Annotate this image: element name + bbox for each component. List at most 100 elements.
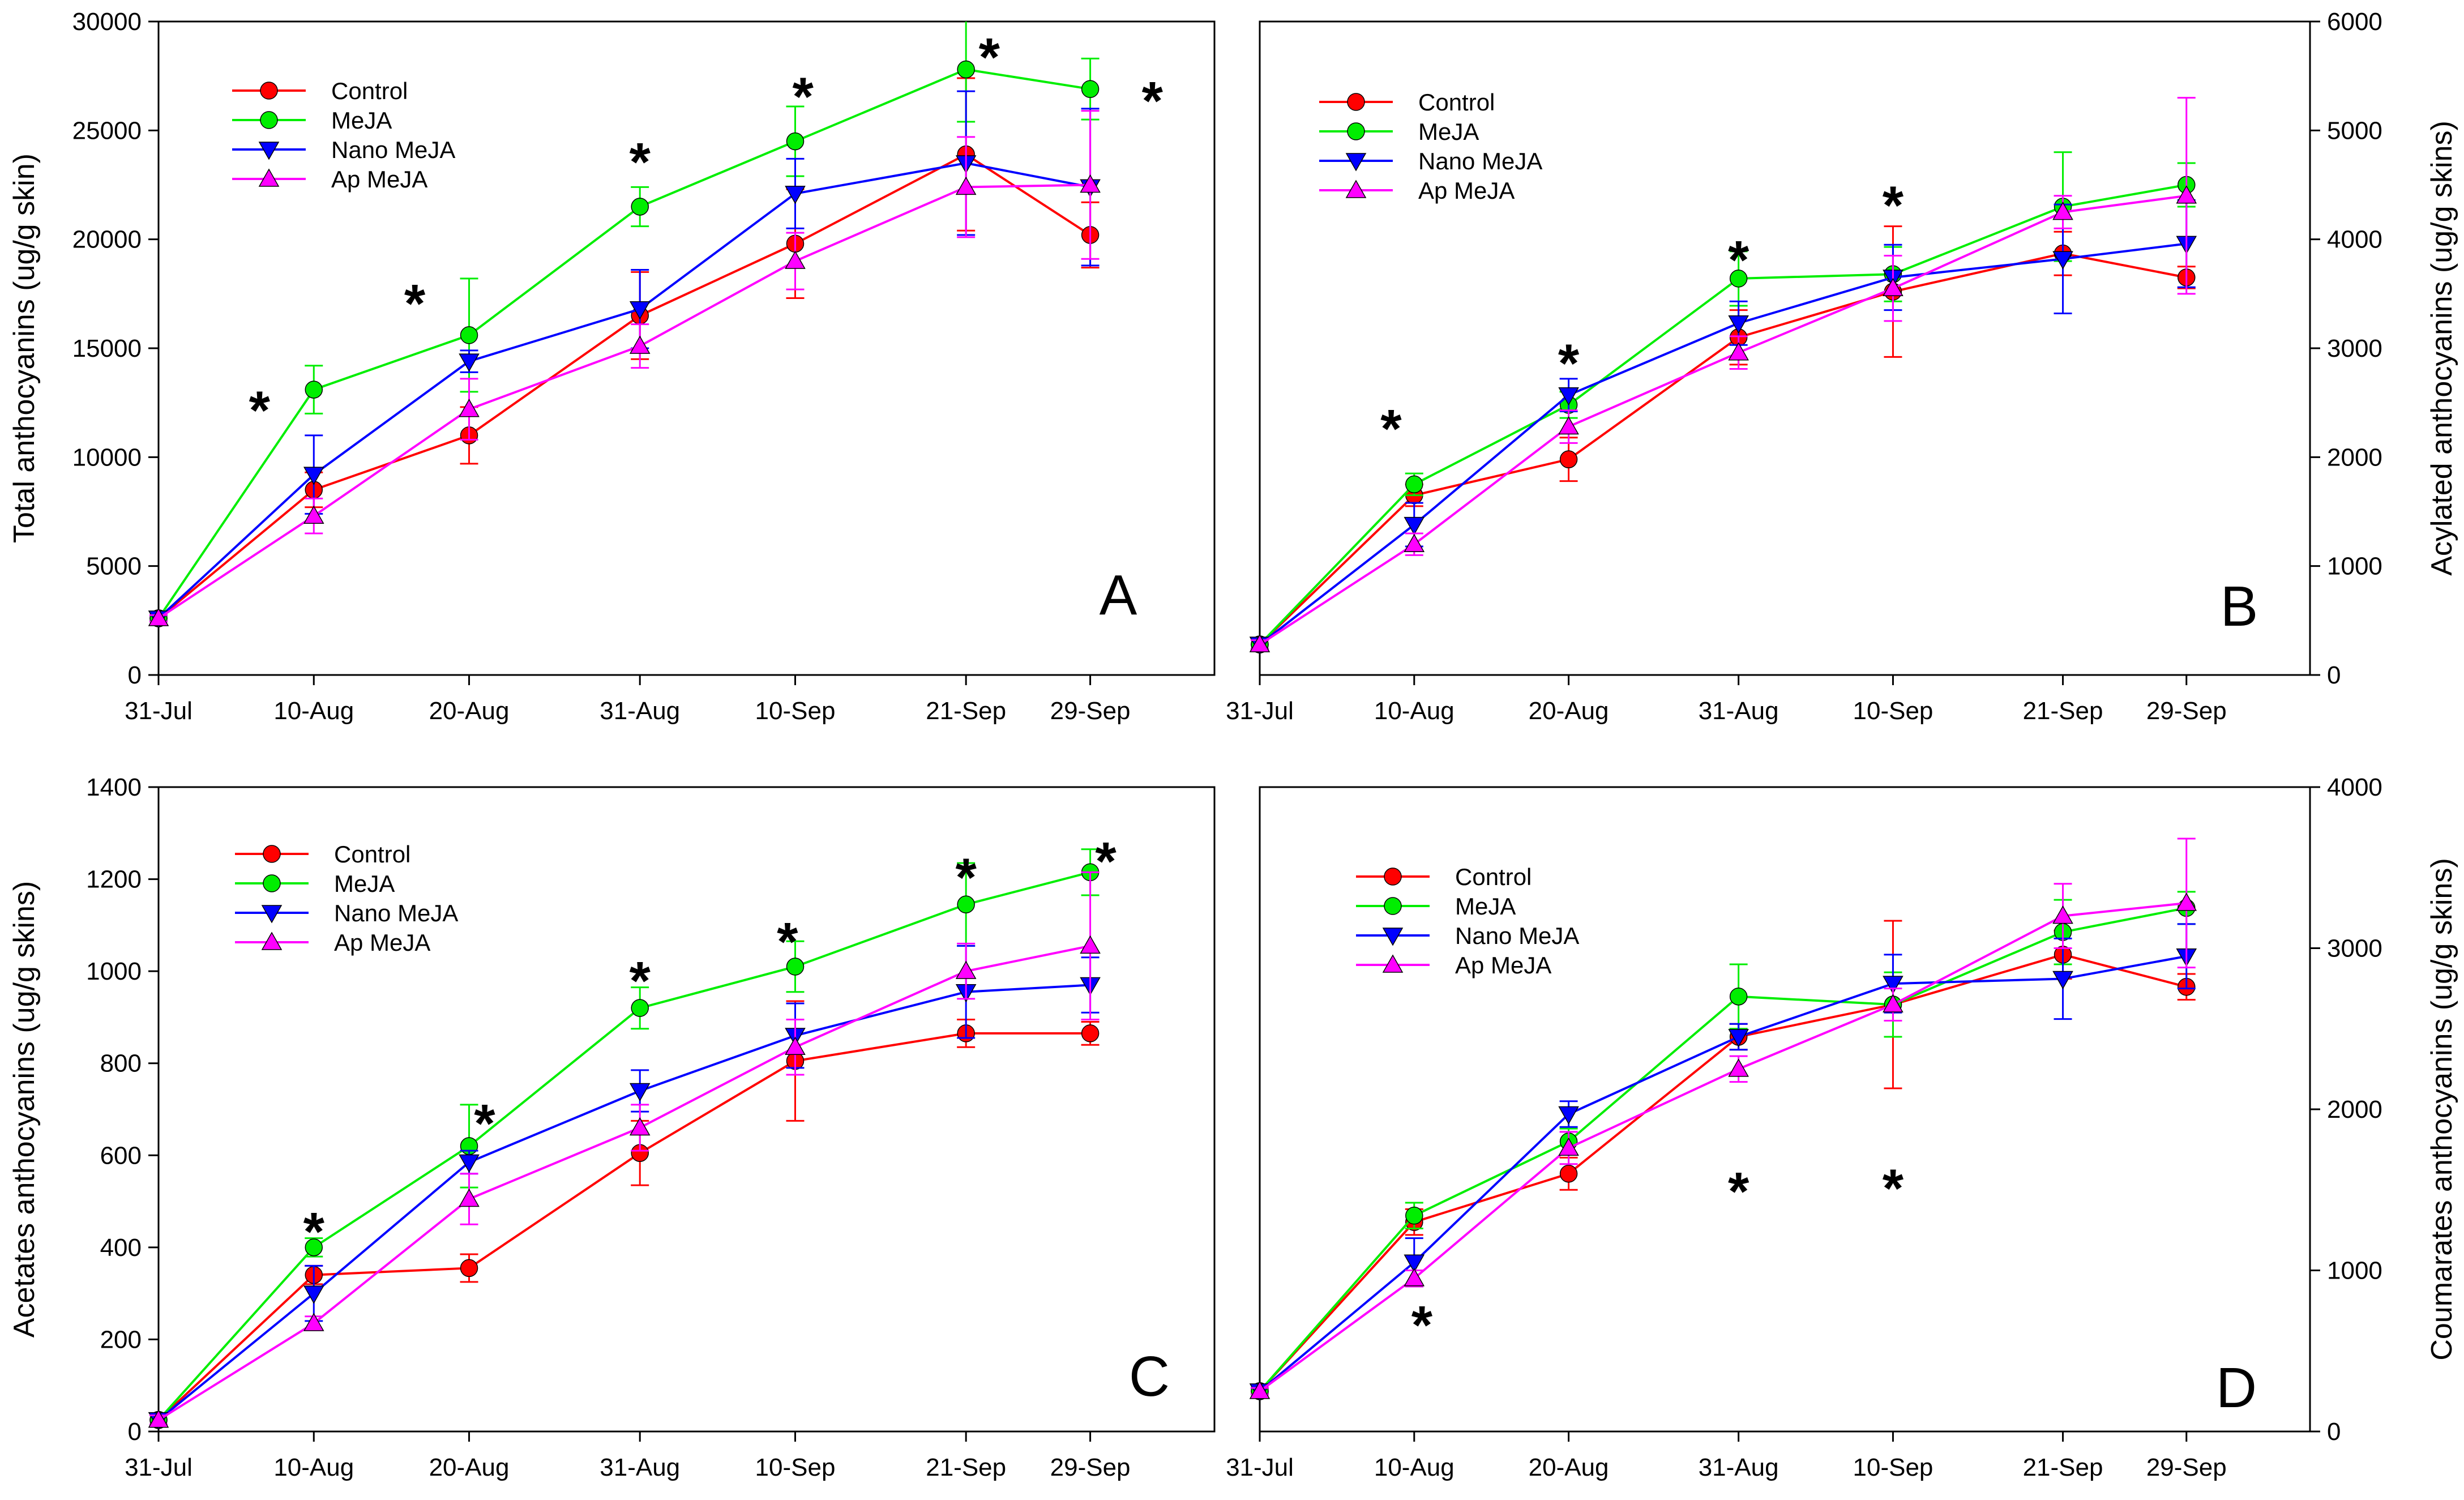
panel-a-legend-label: Ap MeJA xyxy=(331,166,427,193)
panel-b-ytick-label: 0 xyxy=(2327,661,2341,689)
panel-b-legend-marker xyxy=(1345,180,1367,198)
panel-c-data-point xyxy=(303,1313,324,1331)
panel-a-significance-star: * xyxy=(249,380,271,441)
panel-b-significance-star: * xyxy=(1728,230,1749,290)
panel-c-significance-star: * xyxy=(777,912,798,972)
panel-b-data-point xyxy=(1559,450,1578,468)
panel-c-legend-label: Nano MeJA xyxy=(334,900,458,926)
panel-a-significance-star: * xyxy=(404,273,426,334)
panel-c-data-point xyxy=(955,960,977,979)
panel-c-legend-marker xyxy=(261,905,283,924)
panel-a-legend-label: Nano MeJA xyxy=(331,136,455,163)
panel-b-legend-marker xyxy=(1345,153,1367,172)
panel-d-significance-star: * xyxy=(1883,1158,1904,1219)
panel-c-ytick-label: 200 xyxy=(100,1326,142,1353)
panel-a-series-line xyxy=(157,183,1090,619)
panel-c-data-point xyxy=(305,1238,323,1257)
panel-a-data-point xyxy=(785,250,806,269)
panel-d-series-line xyxy=(1259,907,2187,1392)
panel-a-significance-star: * xyxy=(793,66,814,127)
panel-b-letter: B xyxy=(2221,575,2258,638)
panel-c-series-line xyxy=(157,984,1090,1421)
panel-a-significance-star: * xyxy=(979,27,1000,88)
panel-c-significance-star: * xyxy=(955,847,977,908)
panel-d-significance-star: * xyxy=(1728,1161,1749,1222)
panel-d-data-point xyxy=(1729,988,1748,1006)
panel-a-xtick-label: 10-Sep xyxy=(755,697,836,725)
panel-a-series-line xyxy=(157,153,1091,619)
panel-a-legend-marker xyxy=(258,142,280,160)
panel-b-legend-label: Nano MeJA xyxy=(1418,148,1542,174)
panel-d-data-point xyxy=(1883,994,1903,1012)
panel-c-frame xyxy=(157,786,1216,1433)
panel-d-xtick-label: 20-Aug xyxy=(1529,1454,1609,1481)
panel-a-data-point xyxy=(305,381,323,399)
panel-a-legend-label: Control xyxy=(331,78,408,104)
panel-d-data-point xyxy=(1405,1207,1423,1225)
panel-d-letter: D xyxy=(2216,1356,2257,1420)
panel-b-data-point xyxy=(1249,634,1270,652)
panel-c-data-point xyxy=(1080,935,1101,954)
panel-a-data-point xyxy=(1081,80,1100,98)
panel-b-xtick-label: 10-Aug xyxy=(1374,697,1455,725)
panel-b-legend-marker xyxy=(1347,122,1365,140)
panel-d-data-point xyxy=(2052,971,2073,990)
panel-a-data-point xyxy=(460,326,478,344)
panel-d-ytick-label: 2000 xyxy=(2327,1096,2382,1123)
panel-c-xtick-label: 21-Sep xyxy=(926,1454,1006,1481)
panel-b-significance-star: * xyxy=(1380,399,1402,459)
panel-a-data-point xyxy=(459,399,480,417)
panel-d-data-point xyxy=(2176,892,2197,911)
panel-a-xtick-label: 29-Sep xyxy=(1050,697,1131,725)
panel-a-xtick-label: 31-Aug xyxy=(600,697,680,725)
panel-a-letter: A xyxy=(1100,563,1137,627)
panel-c-data-point xyxy=(629,1083,651,1102)
panel-a-significance-star: * xyxy=(1142,71,1163,131)
panel-d-xtick-label: 10-Sep xyxy=(1853,1454,1933,1481)
panel-c-xtick-label: 10-Aug xyxy=(273,1454,354,1481)
panel-c-series-line xyxy=(157,871,1091,1421)
panel-a-data-point xyxy=(459,353,480,372)
panel-a-ytick-label: 15000 xyxy=(72,335,142,362)
panel-a-ytick-label: 10000 xyxy=(72,443,142,471)
panel-a-data-point xyxy=(303,467,324,485)
panel-a-data-point xyxy=(785,186,806,204)
panel-d-data-point xyxy=(1728,1058,1749,1077)
panel-d-xtick-label: 10-Aug xyxy=(1374,1454,1455,1481)
panel-b-ytick-label: 5000 xyxy=(2327,117,2382,144)
panel-d-data-point xyxy=(1558,1106,1579,1125)
panel-c-xtick-label: 29-Sep xyxy=(1050,1454,1131,1481)
panel-d-xtick-label: 31-Aug xyxy=(1699,1454,1779,1481)
panel-b-ytick-label: 3000 xyxy=(2327,335,2382,362)
panel-b-data-point xyxy=(1729,270,1748,288)
panel-c-ytick-label: 600 xyxy=(100,1142,142,1169)
panel-c-ytick-label: 1400 xyxy=(86,773,142,801)
panel-a-xtick-label: 20-Aug xyxy=(429,697,510,725)
panel-a-frame xyxy=(157,20,1216,676)
panel-d-ylabel: Coumarates anthocyanins (ug/g skins) xyxy=(2426,858,2458,1360)
panel-b-legend-label: Control xyxy=(1418,89,1495,116)
panel-c-ytick-label: 400 xyxy=(100,1234,142,1262)
panel-b-xtick-label: 31-Jul xyxy=(1226,697,1294,725)
panel-a-ytick-label: 25000 xyxy=(72,117,142,144)
panel-d-series-line xyxy=(1259,901,2187,1392)
panel-c-legend-marker xyxy=(263,874,281,892)
panel-c-data-point xyxy=(785,1036,806,1055)
panel-d-legend-marker xyxy=(1382,954,1404,973)
panel-a-ytick-label: 20000 xyxy=(72,226,142,254)
panel-a-series-line xyxy=(157,161,1090,619)
panel-a-data-point xyxy=(955,176,977,195)
panel-c-data-point xyxy=(786,958,805,976)
panel-c-ylabel: Acetates anthocyanins (ug/g skins) xyxy=(8,881,41,1337)
panel-c-data-point xyxy=(303,1285,324,1304)
panel-c-ytick-label: 1200 xyxy=(86,866,142,894)
panel-a-series-line xyxy=(157,68,1090,619)
panel-d-legend-marker xyxy=(1382,928,1404,946)
panel-d-xtick-label: 21-Sep xyxy=(2023,1454,2103,1481)
panel-b-frame xyxy=(1259,20,2311,676)
panel-b-ytick-label: 1000 xyxy=(2327,553,2382,580)
panel-b-xtick-label: 10-Sep xyxy=(1853,697,1933,725)
panel-c-significance-star: * xyxy=(303,1202,325,1262)
panel-b-data-point xyxy=(2052,251,2073,270)
panel-b-data-point xyxy=(2176,185,2197,204)
